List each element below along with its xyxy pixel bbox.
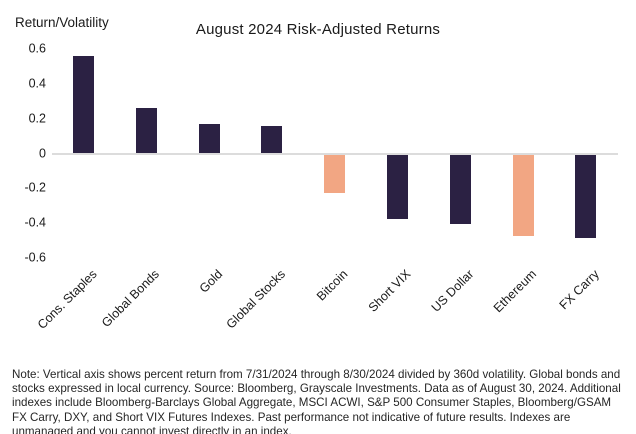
bar-bitcoin	[324, 154, 346, 193]
y-tick-label-neg0p2: -0.2	[24, 181, 46, 196]
y-tick-label-0p6: 0.6	[28, 41, 46, 56]
zero-axis-line	[52, 153, 618, 155]
footnote-text: Note: Vertical axis shows percent return…	[12, 367, 621, 434]
y-tick-label-neg0p6: -0.6	[24, 250, 46, 265]
y-tick-label-0p4: 0.4	[28, 76, 46, 91]
bar-global-stocks	[261, 125, 283, 154]
x-tick-label-fx-carry: FX Carry	[556, 267, 602, 313]
x-tick-label-global-bonds: Global Bonds	[99, 267, 163, 330]
x-tick-label-gold: Gold	[196, 267, 226, 296]
bar-short-vix	[387, 154, 408, 219]
x-tick-label-us-dollar: US Dollar	[428, 267, 477, 315]
x-tick-label-short-vix: Short VIX	[365, 267, 414, 315]
bar-ethereum	[512, 154, 534, 237]
x-tick-label-global-stocks: Global Stocks	[223, 267, 288, 332]
y-axis-title: Return/Volatility	[15, 15, 109, 30]
bar-us-dollar	[449, 154, 471, 225]
x-tick-label-cons-staples: Cons. Staples	[34, 267, 100, 332]
chart-title: August 2024 Risk-Adjusted Returns	[195, 21, 441, 38]
bar-cons-staples	[73, 56, 94, 154]
bar-fx-carry	[575, 154, 597, 239]
x-tick-label-ethereum: Ethereum	[490, 267, 540, 316]
y-tick-label-0: 0	[39, 146, 46, 161]
y-tick-label-0p2: 0.2	[28, 111, 46, 126]
y-tick-label-neg0p4: -0.4	[24, 215, 46, 230]
x-tick-label-bitcoin: Bitcoin	[314, 267, 351, 304]
bar-gold	[198, 123, 220, 154]
plot-area: 0.6 0.4 0.2 0 -0.2 -0.4 -0.6 Cons. Staples Globa…	[24, 41, 618, 332]
bar-global-bonds	[135, 108, 157, 154]
